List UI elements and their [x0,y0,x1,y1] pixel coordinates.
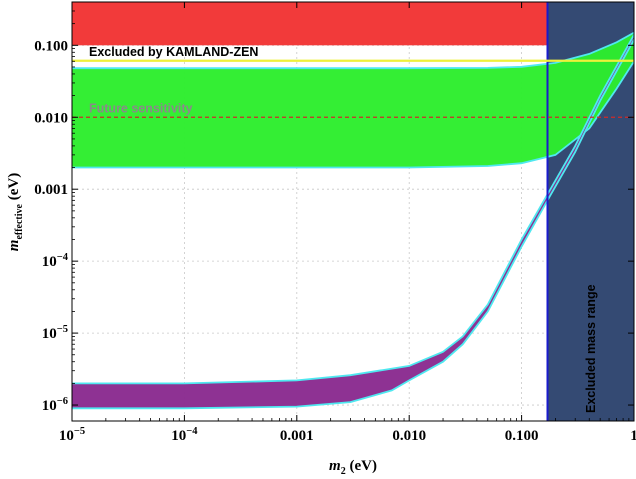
y-axis-title: meffective (eV) [6,173,25,251]
x-tick-label-2: 0.001 [280,428,314,444]
y-tick-label-2: 10−4 [42,252,69,270]
ticks: 10−5 10−4 0.001 0.010 0.100 1 10−6 10−5 10−4 0.00… [34,1,636,444]
plot-layers: Excluded by KAMLAND-ZEN Future sensitivit… [72,2,634,421]
y-tick-label-4: 0.010 [34,110,68,126]
plot-frame [71,1,635,422]
normal-hierarchy-band-upper-edge [72,34,634,385]
y-tick-label-3: 0.001 [34,182,68,198]
future-sensitivity-label: Future sensitivity [89,101,193,115]
inverted-hierarchy-band-lower-edge [72,60,634,169]
inverted-hierarchy-band [72,32,634,168]
excluded-mass-range-label: Excluded mass range [584,284,598,413]
excluded-region-red [72,2,548,46]
normal-hierarchy-band-lower-edge [72,39,634,410]
y-tick-label-0: 10−6 [42,396,68,414]
x-tick-label-0: 10−5 [59,426,85,444]
kamland-zen-limit-label: Excluded by KAMLAND-ZEN [89,45,258,59]
y-tick-label-1: 10−5 [42,324,68,342]
y-tick-label-5: 0.100 [34,38,68,54]
x-tick-label-3: 0.010 [392,428,426,444]
x-tick-label-1: 10−4 [171,426,198,444]
inverted-hierarchy-band-upper-edge [72,31,634,70]
x-axis-title: m2 (eV) [329,458,377,477]
x-tick-label-5: 1 [630,428,636,444]
x-tick-label-4: 0.100 [505,428,539,444]
